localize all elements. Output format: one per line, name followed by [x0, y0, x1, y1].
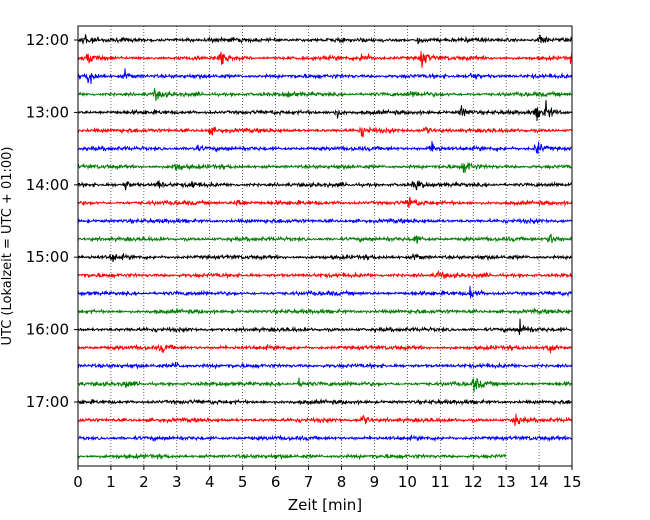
trace-13:00 — [77, 100, 573, 121]
trace-14:30 — [77, 217, 573, 225]
grid — [110, 26, 540, 466]
trace-17:00 — [77, 398, 573, 406]
x-tick-label: 14 — [530, 473, 549, 491]
trace-15:15 — [77, 269, 573, 280]
trace-17:45 — [77, 452, 507, 461]
trace-13:15 — [77, 125, 573, 138]
trace-12:30 — [77, 68, 573, 85]
x-tick-label: 9 — [370, 473, 380, 491]
y-tick-label: 12:00 — [26, 31, 69, 49]
x-tick-label: 12 — [464, 473, 483, 491]
traces — [77, 33, 573, 461]
trace-13:45 — [77, 161, 573, 173]
x-tick-label: 1 — [106, 473, 116, 491]
x-axis: 0 1 2 3 4 5 6 7 8 9 10 11 12 13 14 15 — [73, 466, 582, 491]
x-tick-label: 11 — [431, 473, 450, 491]
y-tick-label: 14:00 — [26, 176, 69, 194]
trace-12:00 — [77, 33, 573, 46]
trace-17:15 — [77, 413, 573, 427]
trace-16:15 — [77, 343, 573, 354]
trace-15:30 — [77, 285, 573, 299]
trace-17:30 — [77, 434, 573, 443]
plot-background — [78, 26, 572, 466]
trace-13:30 — [77, 140, 573, 155]
trace-14:00 — [77, 179, 573, 191]
x-tick-label: 10 — [398, 473, 417, 491]
y-axis: 12:00 13:00 14:00 15:00 16:00 17:00 — [26, 31, 78, 411]
x-tick-label: 13 — [497, 473, 516, 491]
x-axis-label: Zeit [min] — [288, 496, 362, 514]
x-tick-label: 0 — [73, 473, 83, 491]
y-tick-label: 15:00 — [26, 248, 69, 266]
y-tick-label: 17:00 — [26, 393, 69, 411]
x-tick-label: 3 — [172, 473, 182, 491]
trace-12:15 — [77, 50, 573, 68]
trace-15:45 — [78, 307, 573, 316]
x-tick-label: 5 — [238, 473, 248, 491]
trace-16:45 — [77, 377, 573, 393]
trace-14:15 — [77, 196, 573, 209]
trace-16:30 — [77, 361, 573, 370]
plot-frame — [77, 25, 573, 467]
trace-12:45 — [77, 88, 573, 102]
x-tick-label: 15 — [562, 473, 581, 491]
x-tick-label: 2 — [139, 473, 149, 491]
trace-16:00 — [77, 318, 573, 336]
y-axis-label: UTC (Lokalzeit = UTC + 01:00) — [0, 147, 15, 346]
x-tick-label: 8 — [337, 473, 347, 491]
x-tick-label: 4 — [205, 473, 215, 491]
trace-14:45 — [77, 233, 573, 244]
x-tick-label: 7 — [304, 473, 314, 491]
x-tick-label: 6 — [271, 473, 281, 491]
y-tick-label: 16:00 — [26, 321, 69, 339]
trace-15:00 — [77, 252, 573, 263]
y-tick-label: 13:00 — [26, 103, 69, 121]
